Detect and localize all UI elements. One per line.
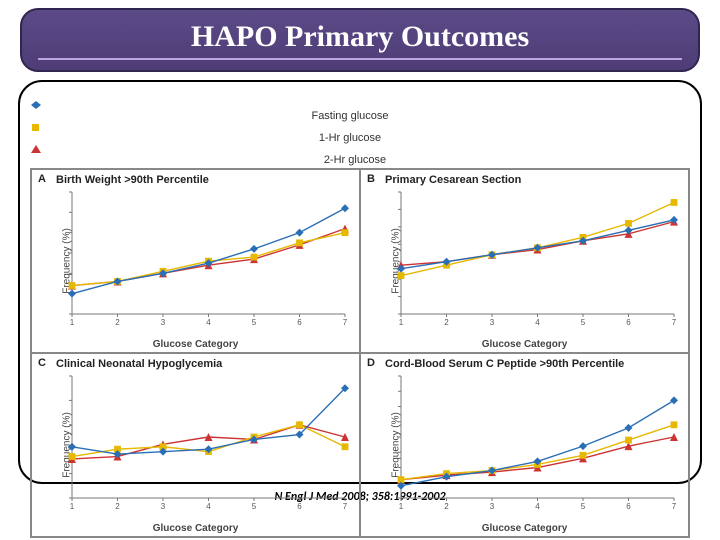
panel-letter: C [38,357,46,369]
svg-text:2: 2 [115,318,120,326]
panel-letter: B [367,173,375,185]
panel-B: B Primary Cesarean Section Frequency (%)… [360,169,689,353]
svg-text:7: 7 [672,318,677,326]
title-rule [38,58,682,60]
svg-text:6: 6 [297,502,302,510]
svg-text:1: 1 [70,502,75,510]
svg-text:1: 1 [399,318,404,326]
slide: HAPO Primary Outcomes Fasting glucose 1-… [0,0,720,540]
svg-text:5: 5 [581,318,586,326]
chart-svg: 05101520253035401234567 [397,374,678,510]
svg-text:2: 2 [444,502,449,510]
svg-text:3: 3 [161,502,166,510]
svg-text:4: 4 [206,502,211,510]
svg-text:4: 4 [535,318,540,326]
x-axis-label: Glucose Category [32,523,359,534]
chart-area-D: 05101520253035401234567 [397,374,678,510]
svg-text:1: 1 [399,502,404,510]
svg-text:2: 2 [115,502,120,510]
svg-text:7: 7 [343,502,348,510]
svg-text:5: 5 [252,318,257,326]
x-axis-label: Glucose Category [361,339,688,350]
title-box: HAPO Primary Outcomes [20,8,700,72]
chart-area-B: 051015202530351234567 [397,190,678,326]
svg-text:1: 1 [70,318,75,326]
chart-svg: 051015202530351234567 [397,190,678,326]
svg-text:4: 4 [206,318,211,326]
svg-text:6: 6 [626,318,631,326]
legend-label: Fasting glucose [311,110,388,122]
chart-svg: 0510152025301234567 [68,190,349,326]
figure-frame: Fasting glucose 1-Hr glucose 2-Hr glucos… [18,80,702,484]
legend: Fasting glucose 1-Hr glucose 2-Hr glucos… [30,88,690,166]
panel-C: C Clinical Neonatal Hypoglycemia Frequen… [31,353,360,537]
svg-text:6: 6 [297,318,302,326]
chart-svg: 0123451234567 [68,374,349,510]
x-axis-label: Glucose Category [32,339,359,350]
panel-title: Clinical Neonatal Hypoglycemia [56,358,355,370]
panel-A: A Birth Weight >90th Percentile Frequenc… [31,169,360,353]
svg-text:3: 3 [490,502,495,510]
slide-title: HAPO Primary Outcomes [38,20,682,54]
panel-letter: A [38,173,46,185]
legend-label: 2-Hr glucose [324,154,386,166]
svg-text:7: 7 [672,502,677,510]
svg-text:6: 6 [626,502,631,510]
svg-text:3: 3 [161,318,166,326]
svg-text:5: 5 [252,502,257,510]
legend-item-fasting: Fasting glucose [30,100,690,122]
panel-title: Primary Cesarean Section [385,174,684,186]
chart-area-A: 0510152025301234567 [68,190,349,326]
legend-label: 1-Hr glucose [319,132,381,144]
svg-text:2: 2 [444,318,449,326]
panel-title: Birth Weight >90th Percentile [56,174,355,186]
legend-item-1hr: 1-Hr glucose [30,122,690,144]
svg-text:4: 4 [535,502,540,510]
chart-area-C: 0123451234567 [68,374,349,510]
x-axis-label: Glucose Category [361,523,688,534]
svg-text:3: 3 [490,318,495,326]
svg-text:5: 5 [581,502,586,510]
legend-item-2hr: 2-Hr glucose [30,144,690,166]
svg-text:7: 7 [343,318,348,326]
panels-grid: A Birth Weight >90th Percentile Frequenc… [30,168,690,538]
panel-letter: D [367,357,375,369]
panel-title: Cord-Blood Serum C Peptide >90th Percent… [385,358,684,370]
panel-D: D Cord-Blood Serum C Peptide >90th Perce… [360,353,689,537]
